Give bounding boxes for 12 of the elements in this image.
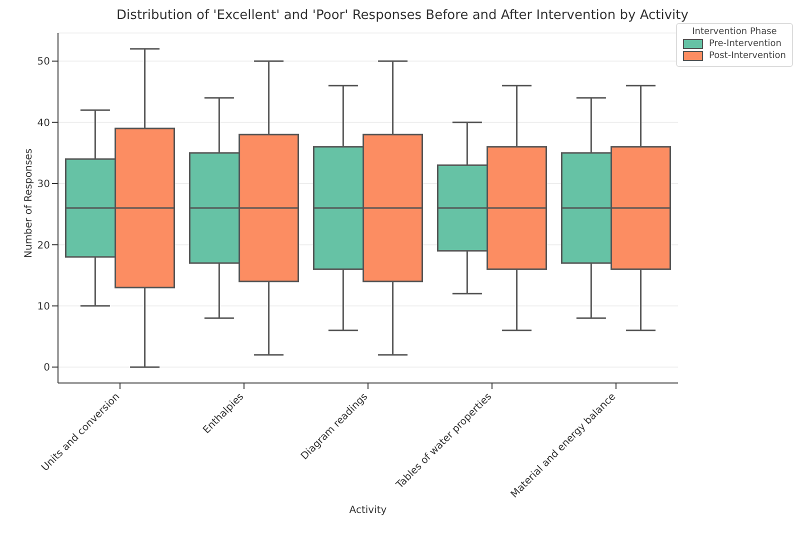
x-axis-title: Activity bbox=[349, 505, 387, 516]
legend-title: Intervention Phase bbox=[691, 27, 778, 37]
y-tick-label: 0 bbox=[44, 362, 50, 374]
y-axis-title: Number of Responses bbox=[24, 148, 35, 258]
y-tick-label: 10 bbox=[37, 301, 50, 312]
legend-label: Pre-Intervention bbox=[708, 39, 782, 49]
y-tick-label: 20 bbox=[37, 240, 50, 252]
chart-title: Distribution of 'Excellent' and 'Poor' Responses Before and After Intervention by Activity bbox=[116, 8, 690, 23]
legend-label: Post-Intervention bbox=[708, 51, 786, 61]
y-tick-label: 40 bbox=[37, 118, 50, 129]
y-tick-label: 50 bbox=[37, 56, 50, 68]
y-tick-label: 30 bbox=[37, 179, 50, 190]
